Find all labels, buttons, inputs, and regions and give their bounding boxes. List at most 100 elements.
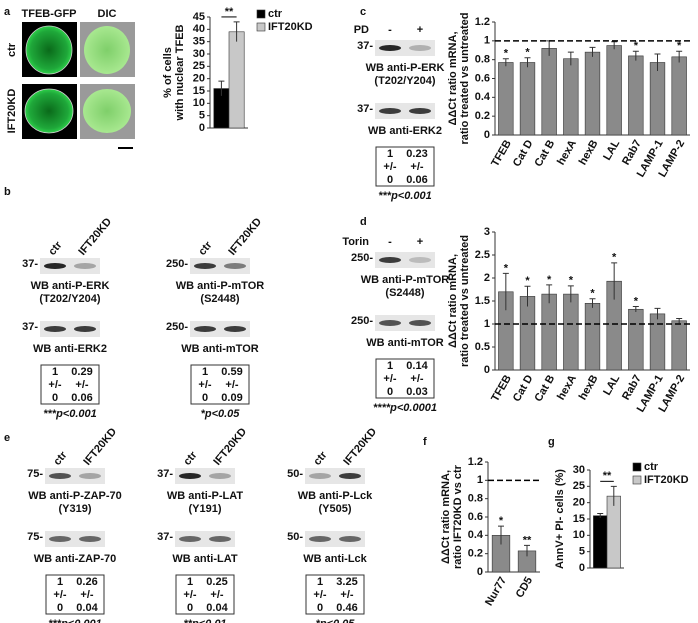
blot-label: WB anti-ERK2	[368, 125, 442, 137]
bar	[649, 62, 666, 136]
y-axis-label: ΔΔCt ratio mRNA,	[447, 31, 459, 125]
quant-table	[40, 364, 100, 405]
mw-marker: 250-	[166, 321, 188, 333]
quant-cell: 0.03	[406, 386, 427, 398]
x-tick-label: Cat B	[533, 138, 558, 169]
significance-star: *	[612, 252, 617, 264]
bar	[541, 293, 557, 371]
quant-cell: +/-	[80, 589, 93, 601]
error-bar	[654, 53, 661, 71]
p-value: ***p<0.001	[48, 618, 102, 623]
y-tick-label: 30	[573, 464, 585, 476]
lane-label: ctr	[196, 239, 215, 258]
significance-star: *	[590, 288, 595, 300]
error-bar	[654, 307, 661, 320]
legend-label: IFT20KD	[644, 474, 689, 486]
bar	[628, 308, 644, 371]
p-value: ***p<0.001	[378, 190, 432, 202]
quant-cell: 0.25	[206, 576, 227, 588]
y-axis-label: ΔΔCt ratio mRNA,	[440, 470, 452, 564]
band	[339, 536, 361, 542]
y-axis-label: ratio treated vs untreated	[459, 235, 471, 367]
y-tick-label: 30	[193, 48, 205, 60]
micrographs	[22, 22, 135, 149]
blot-label: WB anti-P-mTOR	[176, 280, 264, 292]
blot	[40, 258, 100, 274]
quant-cell: +/-	[383, 373, 396, 385]
quant-cell: 0.14	[406, 360, 428, 372]
y-tick-label: 0	[484, 364, 490, 376]
band	[179, 536, 201, 542]
bar	[671, 56, 687, 136]
lane-label: ctr	[51, 449, 70, 468]
y-tick-label: 0.5	[475, 341, 490, 353]
y-tick-label: 0.6	[468, 511, 483, 523]
lane-label: IFT20KD	[211, 426, 249, 468]
column-label: TFEB-GFP	[22, 8, 77, 20]
band	[379, 257, 401, 263]
x-tick-label: Cat D	[511, 138, 536, 169]
bar	[228, 31, 245, 129]
quant-cell: 0	[387, 386, 393, 398]
y-tick-label: 0.8	[468, 493, 483, 505]
band	[224, 326, 246, 332]
bar	[563, 58, 579, 136]
lane-label: IFT20KD	[76, 216, 114, 258]
blot-label: WB anti-P-ZAP-70	[28, 490, 122, 502]
quant-cell: +/-	[410, 161, 423, 173]
lane-label: ctr	[46, 239, 65, 258]
mw-marker: 37-	[22, 321, 38, 333]
error-bar	[502, 272, 509, 311]
significance-star: *	[504, 48, 509, 60]
quant-cell: 0	[187, 602, 193, 614]
bar	[519, 62, 536, 136]
band	[409, 257, 431, 263]
quant-cell: +/-	[75, 379, 88, 391]
quant-cell: +/-	[340, 589, 353, 601]
lane-label: -	[388, 24, 392, 36]
error-bar	[611, 262, 618, 300]
y-tick-label: 0	[484, 129, 490, 141]
lane-label: -	[388, 236, 392, 248]
x-tick-label: hexB	[577, 138, 601, 167]
blot	[40, 321, 100, 337]
blot	[375, 103, 435, 119]
significance-star: *	[569, 275, 574, 287]
p-value: *p<0.05	[316, 618, 356, 623]
x-tick-label: hexA	[555, 373, 579, 402]
y-tick-label: 5	[199, 110, 205, 122]
quant-table	[45, 574, 105, 615]
bar	[593, 515, 608, 569]
mw-marker: 37-	[357, 40, 373, 52]
band	[224, 263, 246, 269]
blot	[190, 321, 250, 337]
x-tick-label: Cat B	[533, 373, 558, 404]
blot-label: WB anti-P-Lck	[298, 490, 373, 502]
quant-cell: 3.25	[336, 576, 357, 588]
bar	[563, 293, 579, 371]
error-bar	[567, 285, 574, 303]
blot	[375, 252, 435, 268]
mw-marker: 250-	[166, 258, 188, 270]
blot-label: (Y191)	[188, 503, 221, 515]
treatment-label: Torin	[342, 236, 369, 248]
band	[409, 320, 431, 326]
mw-marker: 50-	[287, 531, 303, 543]
quant-cell: 0.59	[221, 366, 242, 378]
band	[79, 536, 101, 542]
y-tick-label: 0.2	[468, 548, 483, 560]
quant-cell: 1	[57, 576, 63, 588]
p-value: ****p<0.0001	[373, 402, 437, 414]
y-tick-label: 0	[477, 566, 483, 578]
quant-cell: 0.29	[71, 366, 92, 378]
legend-label: ctr	[644, 461, 659, 473]
panel-letter: e	[4, 432, 10, 444]
quant-table	[190, 364, 250, 405]
quant-cell: +/-	[313, 589, 326, 601]
significance-star: *	[634, 40, 639, 52]
error-bar	[524, 544, 530, 557]
error-bar	[498, 525, 504, 545]
band	[409, 45, 431, 51]
legend-swatch	[632, 475, 642, 485]
